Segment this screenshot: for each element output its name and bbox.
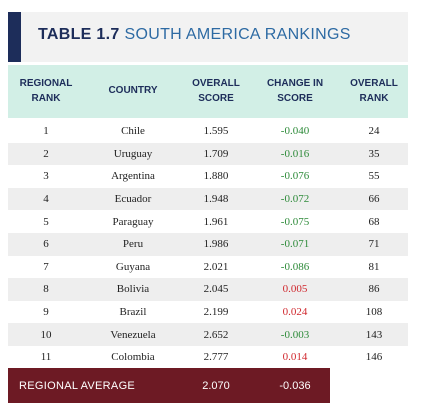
cell-country: Guyana <box>115 260 151 273</box>
table-row: 1 Chile 1.595 -0.040 24 <box>8 120 408 143</box>
cell-change-in-score: -0.040 <box>280 125 310 138</box>
header-overall-score: OVERALL SCORE <box>192 78 240 104</box>
cell-change-in-score: -0.003 <box>280 328 310 341</box>
cell-overall-rank: 71 <box>368 238 380 251</box>
cell-regional-rank: 1 <box>43 125 49 138</box>
regional-average-label: REGIONAL AVERAGE <box>19 379 136 392</box>
cell-country: Colombia <box>111 351 155 364</box>
cell-overall-rank: 68 <box>368 215 380 228</box>
cell-regional-rank: 11 <box>40 351 52 364</box>
cell-overall-rank: 66 <box>368 193 380 206</box>
table-row: 8 Bolivia 2.045 0.005 86 <box>8 278 408 301</box>
cell-overall-rank: 86 <box>368 283 380 296</box>
cell-regional-rank: 10 <box>40 328 52 341</box>
table-row: 7 Guyana 2.021 -0.086 81 <box>8 256 408 279</box>
cell-overall-score: 2.021 <box>203 260 229 273</box>
cell-regional-rank: 9 <box>43 306 49 319</box>
cell-regional-rank: 2 <box>43 147 49 160</box>
cell-change-in-score: -0.072 <box>280 193 310 206</box>
cell-overall-score: 2.199 <box>203 306 229 319</box>
cell-overall-rank: 108 <box>365 306 383 319</box>
table-row: 10 Venezuela 2.652 -0.003 143 <box>8 323 408 346</box>
cell-overall-rank: 35 <box>368 147 380 160</box>
cell-change-in-score: -0.016 <box>280 147 310 160</box>
cell-overall-score: 1.595 <box>203 125 229 138</box>
cell-overall-score: 2.045 <box>203 283 229 296</box>
cell-country: Ecuador <box>114 193 152 206</box>
header-overall-rank: OVERALL RANK <box>350 78 398 104</box>
cell-regional-rank: 7 <box>43 260 49 273</box>
cell-regional-rank: 6 <box>43 238 49 251</box>
cell-country: Chile <box>121 125 145 138</box>
cell-change-in-score: 0.014 <box>282 351 308 364</box>
cell-regional-rank: 5 <box>43 215 49 228</box>
cell-overall-rank: 24 <box>368 125 380 138</box>
header-country: COUNTRY <box>108 85 158 97</box>
cell-overall-score: 2.777 <box>203 351 229 364</box>
table-row: 2 Uruguay 1.709 -0.016 35 <box>8 142 408 166</box>
cell-overall-rank: 143 <box>365 328 383 341</box>
table-header: REGIONAL RANK COUNTRY OVERALL SCORE CHAN… <box>8 65 408 118</box>
header-change-in-score: CHANGE IN SCORE <box>266 78 324 104</box>
regional-average-score: 2.070 <box>202 379 230 392</box>
cell-regional-rank: 3 <box>43 170 49 183</box>
cell-overall-score: 1.961 <box>203 215 229 228</box>
table-row: 4 Ecuador 1.948 -0.072 66 <box>8 187 408 211</box>
cell-country: Venezuela <box>110 328 156 341</box>
cell-country: Bolivia <box>116 283 150 296</box>
cell-country: Brazil <box>119 306 147 319</box>
table-title-text: SOUTH AMERICA RANKINGS <box>124 26 351 43</box>
cell-country: Paraguay <box>112 215 154 228</box>
cell-overall-score: 1.709 <box>203 147 229 160</box>
cell-change-in-score: 0.005 <box>282 283 308 296</box>
regional-average-change: -0.036 <box>279 379 311 392</box>
table-body: 1 Chile 1.595 -0.040 24 2 Uruguay 1.709 -0.016 35… <box>8 120 408 369</box>
table-number: TABLE 1.7 <box>38 26 120 43</box>
table-row: 9 Brazil 2.199 0.024 108 <box>8 301 408 324</box>
cell-change-in-score: 0.024 <box>282 306 308 319</box>
header-regional-rank: REGIONAL RANK <box>19 78 73 104</box>
cell-overall-rank: 55 <box>368 170 380 183</box>
cell-country: Uruguay <box>113 147 153 160</box>
cell-overall-rank: 81 <box>368 260 380 273</box>
cell-regional-rank: 8 <box>43 283 49 296</box>
cell-regional-rank: 4 <box>43 193 49 206</box>
cell-country: Argentina <box>111 170 155 183</box>
cell-overall-rank: 146 <box>365 351 383 364</box>
cell-overall-score: 1.986 <box>203 238 229 251</box>
table-row: 6 Peru 1.986 -0.071 71 <box>8 232 408 256</box>
cell-change-in-score: -0.076 <box>280 170 310 183</box>
table-title: TABLE 1.7 SOUTH AMERICA RANKINGS <box>38 26 351 44</box>
regional-average-row: REGIONAL AVERAGE 2.070 -0.036 <box>8 368 330 403</box>
cell-country: Peru <box>122 238 144 251</box>
cell-overall-score: 2.652 <box>203 328 229 341</box>
cell-overall-score: 1.948 <box>203 193 229 206</box>
cell-overall-score: 1.880 <box>203 170 229 183</box>
table-row: 3 Argentina 1.880 -0.076 55 <box>8 165 408 188</box>
title-accent-bar <box>8 12 21 62</box>
cell-change-in-score: -0.086 <box>280 260 310 273</box>
table-title-bar: TABLE 1.7 SOUTH AMERICA RANKINGS <box>8 12 408 62</box>
table-row: 11 Colombia 2.777 0.014 146 <box>8 346 408 369</box>
cell-change-in-score: -0.071 <box>280 238 310 251</box>
table-row: 5 Paraguay 1.961 -0.075 68 <box>8 210 408 233</box>
cell-change-in-score: -0.075 <box>280 215 310 228</box>
rankings-table-card: TABLE 1.7 SOUTH AMERICA RANKINGS REGIONAL… <box>8 8 408 403</box>
